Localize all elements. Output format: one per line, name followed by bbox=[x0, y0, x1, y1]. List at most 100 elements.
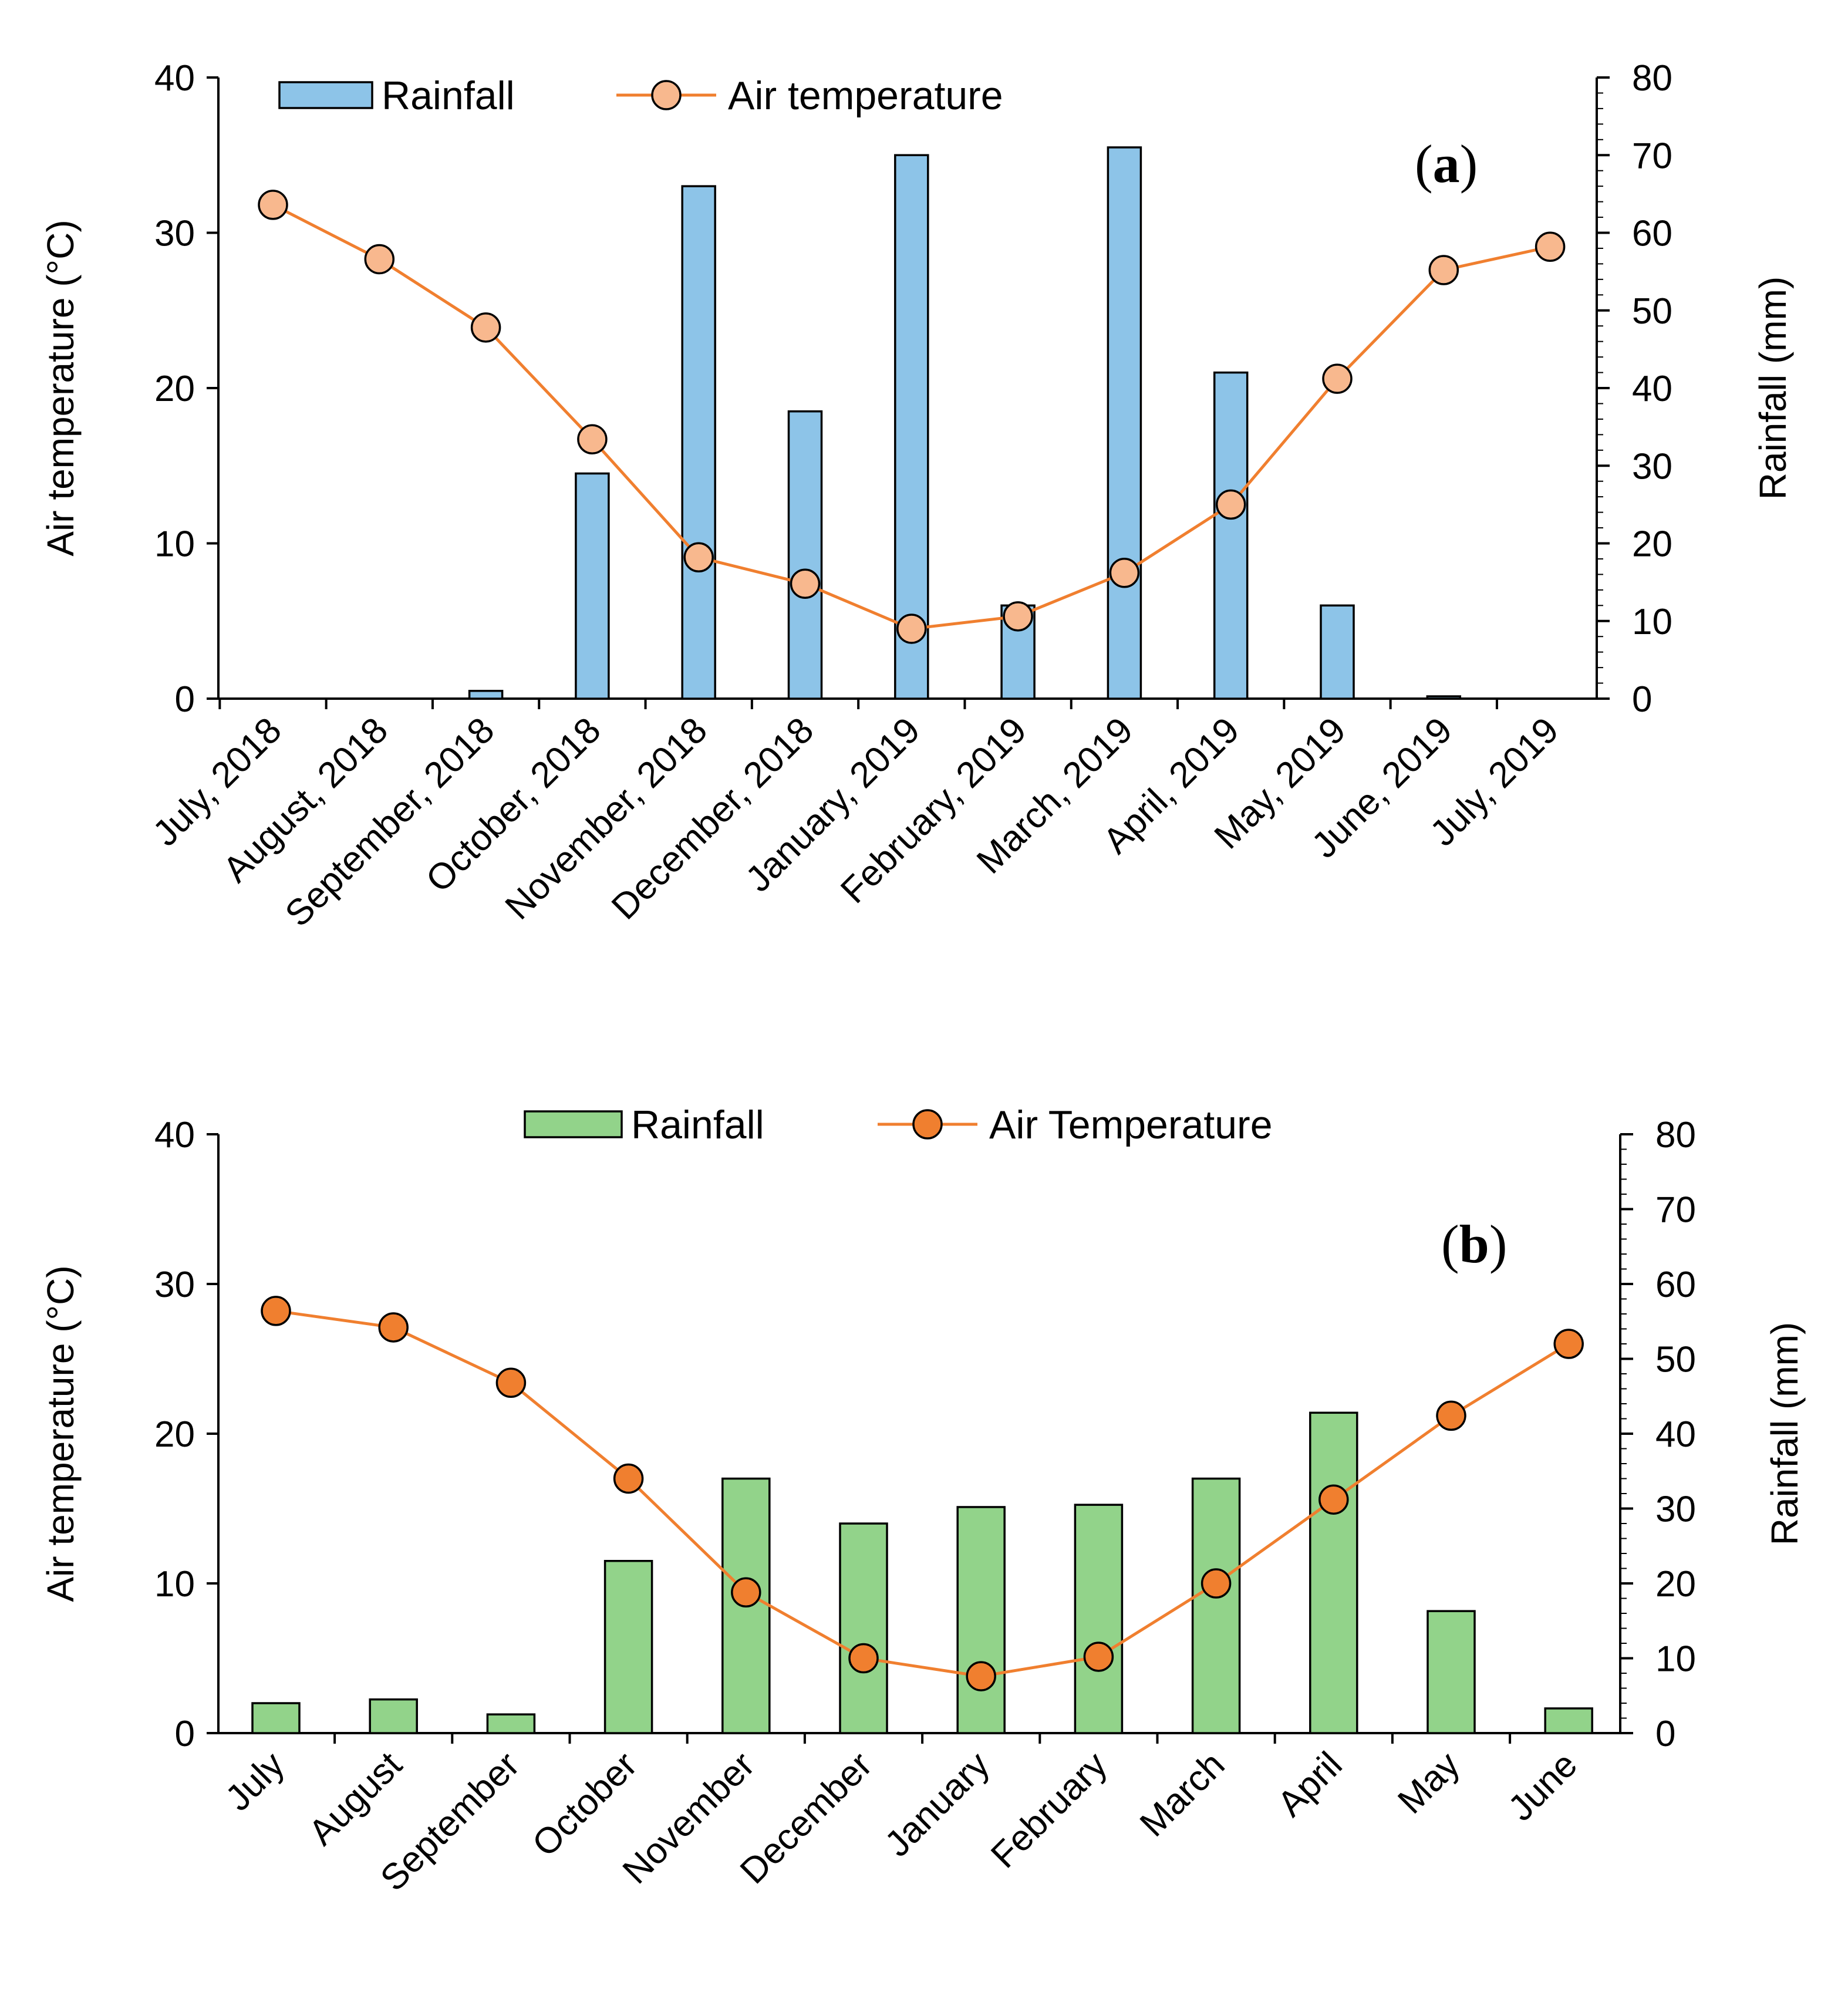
rainfall-bar bbox=[787, 410, 823, 700]
x-tick-label: November, 2018 bbox=[498, 710, 715, 927]
right-tick-label: 20 bbox=[1655, 1564, 1696, 1605]
rainfall-bar bbox=[681, 185, 716, 700]
rainfall-bar bbox=[468, 690, 504, 700]
temperature-point bbox=[613, 1463, 644, 1494]
temperature-point bbox=[683, 542, 714, 573]
x-tick-label: February bbox=[983, 1744, 1115, 1876]
temperature-point bbox=[1322, 363, 1353, 394]
temperature-point bbox=[731, 1577, 761, 1608]
temperature-point bbox=[790, 568, 821, 599]
right-tick-label: 0 bbox=[1632, 679, 1652, 720]
left-tick-label: 30 bbox=[154, 1265, 195, 1305]
temperature-point bbox=[1428, 255, 1459, 285]
rainfall-bar bbox=[1309, 1411, 1358, 1734]
right-tick-label: 10 bbox=[1655, 1639, 1696, 1680]
legend-temperature-label: Air Temperature bbox=[989, 1103, 1273, 1147]
temperature-point bbox=[258, 190, 288, 220]
right-tick-label: 70 bbox=[1655, 1190, 1696, 1231]
temperature-point bbox=[1215, 489, 1246, 520]
legend-rainfall-label: Rainfall bbox=[631, 1103, 764, 1147]
rainfall-bar bbox=[251, 1702, 301, 1734]
rainfall-bar bbox=[839, 1522, 888, 1734]
temperature-line bbox=[275, 1309, 1570, 1678]
left-tick-label: 0 bbox=[175, 1714, 195, 1754]
right-tick-label: 70 bbox=[1632, 136, 1672, 176]
rainfall-bar bbox=[1191, 1477, 1241, 1734]
rainfall-bar bbox=[956, 1506, 1006, 1734]
temperature-point bbox=[1200, 1568, 1232, 1599]
rainfall-bar bbox=[1426, 695, 1462, 700]
temperature-point bbox=[364, 244, 395, 275]
right-tick-label: 50 bbox=[1632, 291, 1672, 332]
temperature-point bbox=[1003, 601, 1033, 632]
temperature-point bbox=[1109, 558, 1140, 588]
left-tick-label: 20 bbox=[154, 369, 195, 409]
right-tick-label: 40 bbox=[1655, 1414, 1696, 1455]
rainfall-bar bbox=[486, 1713, 536, 1734]
legend-temperature-label: Air temperature bbox=[728, 73, 1003, 118]
right-tick-label: 20 bbox=[1632, 524, 1672, 565]
temperature-point bbox=[966, 1661, 996, 1691]
temperature-point bbox=[1083, 1642, 1114, 1672]
x-tick-label: August bbox=[301, 1744, 410, 1853]
rainfall-bar bbox=[1544, 1707, 1593, 1734]
x-tick-label: December, 2018 bbox=[604, 710, 821, 927]
rainfall-bar bbox=[1213, 371, 1249, 700]
right-tick-label: 30 bbox=[1655, 1489, 1696, 1530]
legend-rainfall-label: Rainfall bbox=[382, 73, 515, 118]
legend-rainfall-swatch bbox=[278, 81, 373, 109]
x-tick-label: April bbox=[1270, 1744, 1350, 1824]
rainfall-bar bbox=[575, 472, 610, 700]
rainfall-bar bbox=[894, 154, 929, 700]
x-tick-label: January bbox=[877, 1744, 997, 1865]
left-tick-label: 10 bbox=[154, 524, 195, 565]
temperature-point bbox=[848, 1643, 879, 1674]
rainfall-bar bbox=[1107, 146, 1142, 700]
temperature-point bbox=[896, 614, 927, 644]
temperature-point bbox=[1318, 1484, 1349, 1515]
left-tick-label: 40 bbox=[154, 1115, 195, 1155]
legend-temperature-marker bbox=[912, 1109, 943, 1140]
rainfall-bar bbox=[1074, 1504, 1124, 1734]
right-tick-label: 10 bbox=[1632, 602, 1672, 642]
right-tick-label: 30 bbox=[1632, 446, 1672, 487]
temperature-point bbox=[470, 312, 501, 343]
temperature-point bbox=[1535, 231, 1566, 262]
x-tick-label: October bbox=[525, 1744, 645, 1865]
left-tick-label: 30 bbox=[154, 214, 195, 254]
left-tick-label: 10 bbox=[154, 1564, 195, 1605]
legend-temperature-marker bbox=[651, 80, 682, 110]
right-tick-label: 40 bbox=[1632, 369, 1672, 409]
right-axis-title: Rainfall (mm) bbox=[1763, 1322, 1806, 1545]
temperature-point bbox=[1553, 1329, 1584, 1359]
temperature-point bbox=[577, 424, 608, 455]
x-tick-label: March bbox=[1132, 1744, 1233, 1845]
left-axis-title: Air temperature (°C) bbox=[39, 1265, 82, 1602]
panel-label: (b) bbox=[1441, 1214, 1507, 1274]
x-tick-label: February, 2019 bbox=[833, 710, 1034, 911]
right-tick-label: 60 bbox=[1655, 1265, 1696, 1305]
left-tick-label: 40 bbox=[154, 58, 195, 99]
x-tick-label: May bbox=[1390, 1744, 1468, 1822]
x-tick-label: June bbox=[1500, 1744, 1585, 1829]
right-tick-label: 0 bbox=[1655, 1714, 1675, 1754]
panel-label: (a) bbox=[1415, 134, 1478, 194]
x-tick-label: July bbox=[218, 1744, 292, 1819]
rainfall-bar bbox=[1427, 1610, 1476, 1734]
rainfall-bar bbox=[369, 1698, 418, 1734]
temperature-point bbox=[378, 1312, 409, 1343]
right-tick-label: 80 bbox=[1632, 58, 1672, 99]
right-tick-label: 60 bbox=[1632, 214, 1672, 254]
right-tick-label: 50 bbox=[1655, 1340, 1696, 1380]
temperature-point bbox=[1436, 1400, 1466, 1431]
left-axis-title: Air temperature (°C) bbox=[39, 220, 82, 556]
temperature-point bbox=[261, 1296, 291, 1326]
right-tick-label: 80 bbox=[1655, 1115, 1696, 1155]
rainfall-bar bbox=[603, 1560, 653, 1734]
left-tick-label: 0 bbox=[175, 679, 195, 720]
left-tick-label: 20 bbox=[154, 1414, 195, 1455]
temperature-point bbox=[495, 1367, 527, 1398]
